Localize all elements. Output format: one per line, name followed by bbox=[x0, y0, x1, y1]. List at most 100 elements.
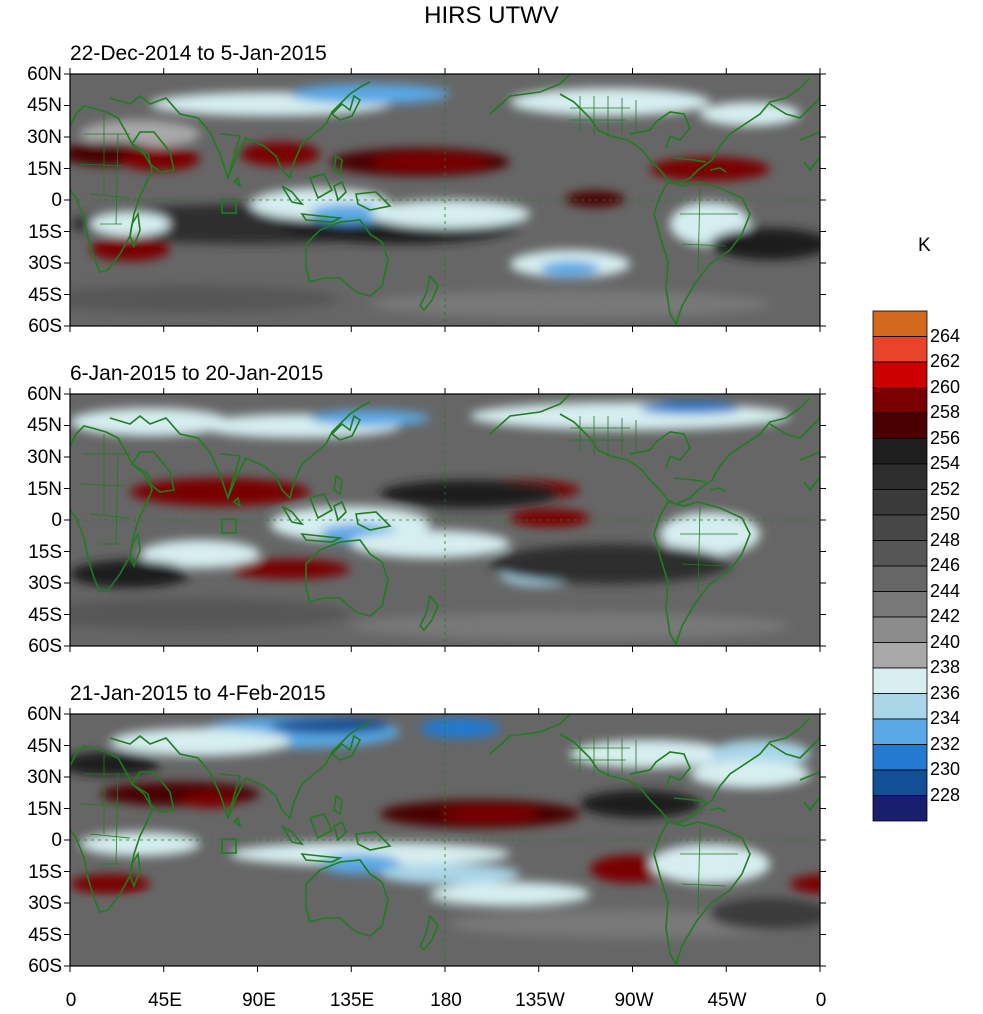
field-region bbox=[140, 540, 260, 568]
field-region bbox=[310, 204, 390, 224]
colorbar-label: 228 bbox=[930, 784, 961, 805]
colorbar-label: 256 bbox=[930, 427, 961, 448]
field-region bbox=[70, 752, 160, 776]
field-region bbox=[70, 285, 340, 313]
field-region bbox=[270, 718, 390, 734]
colorbar-label: 240 bbox=[930, 631, 961, 652]
lon-label: 0 bbox=[65, 990, 77, 1011]
map-panel-2 bbox=[64, 388, 826, 652]
colorbar-unit: K bbox=[918, 235, 931, 256]
colorbar-label: 242 bbox=[930, 606, 961, 626]
field-region bbox=[650, 157, 770, 181]
lat-label: 45S bbox=[28, 605, 62, 626]
field-region bbox=[570, 740, 730, 768]
lat-label: 60S bbox=[28, 956, 62, 977]
lon-label: 0 bbox=[815, 990, 827, 1011]
lon-label: 45W bbox=[707, 990, 747, 1011]
colorbar-swatch bbox=[872, 387, 928, 414]
colorbar-label: 246 bbox=[930, 555, 961, 575]
field-region bbox=[160, 485, 280, 503]
colorbar-label: 248 bbox=[930, 529, 961, 550]
field-region bbox=[690, 760, 810, 788]
lat-label: 45S bbox=[28, 285, 62, 306]
field-region bbox=[90, 212, 170, 236]
colorbar-label: 260 bbox=[930, 376, 961, 397]
field-region bbox=[70, 874, 150, 894]
lat-label: 15S bbox=[28, 862, 62, 883]
lat-label: 30N bbox=[27, 127, 62, 148]
field-region bbox=[110, 728, 290, 756]
colorbar-swatch bbox=[872, 438, 928, 465]
lat-label: 45S bbox=[28, 925, 62, 946]
colorbar-swatch bbox=[872, 565, 928, 592]
lon-label: 135W bbox=[515, 990, 565, 1011]
field-region bbox=[790, 874, 820, 894]
lat-label: 60S bbox=[28, 636, 62, 657]
field-region bbox=[710, 228, 820, 260]
lat-label: 15S bbox=[28, 542, 62, 563]
panel-3-title: 21-Jan-2015 to 4-Feb-2015 bbox=[70, 682, 326, 705]
field-region bbox=[370, 153, 490, 171]
lat-label: 30S bbox=[28, 893, 62, 914]
field-region bbox=[80, 120, 200, 148]
colorbar-label: 262 bbox=[930, 351, 961, 371]
field-region bbox=[230, 559, 350, 579]
field-region bbox=[80, 832, 200, 856]
map-panel-1 bbox=[64, 68, 826, 332]
colorbar-swatch bbox=[872, 693, 928, 720]
lon-label: 90E bbox=[242, 990, 276, 1011]
colorbar-swatch bbox=[872, 591, 928, 618]
colorbar-label: 236 bbox=[930, 682, 961, 703]
field-region bbox=[565, 191, 625, 207]
field-region bbox=[320, 854, 400, 874]
colorbar-swatch bbox=[872, 514, 928, 541]
field-region bbox=[590, 855, 670, 883]
lat-label: 60S bbox=[28, 316, 62, 337]
lat-label: 30N bbox=[27, 767, 62, 788]
field-region bbox=[380, 480, 560, 508]
lon-label: 135E bbox=[329, 990, 375, 1011]
lat-label: 30S bbox=[28, 253, 62, 274]
colorbar-swatch bbox=[872, 336, 928, 363]
field-region bbox=[310, 410, 430, 426]
lat-label: 15S bbox=[28, 222, 62, 243]
lon-label: 45E bbox=[148, 990, 182, 1011]
lat-label: 45N bbox=[27, 95, 62, 116]
colorbar-swatch bbox=[872, 667, 928, 694]
field-region bbox=[90, 237, 170, 261]
lat-label: 45N bbox=[27, 415, 62, 436]
field-region bbox=[430, 882, 590, 906]
field-region bbox=[350, 530, 510, 558]
colorbar-label: 258 bbox=[930, 402, 961, 422]
colorbar-swatch bbox=[872, 795, 928, 822]
lat-label: 15N bbox=[27, 479, 62, 500]
map-panel-3 bbox=[64, 708, 826, 972]
field-region bbox=[440, 806, 540, 822]
colorbar-swatch bbox=[872, 744, 928, 771]
colorbar-label: 252 bbox=[930, 478, 961, 499]
panel-2-title: 6-Jan-2015 to 20-Jan-2015 bbox=[70, 362, 324, 385]
field-region bbox=[580, 790, 700, 818]
colorbar-label: 264 bbox=[930, 325, 961, 346]
colorbar-swatch bbox=[872, 361, 928, 388]
lon-label: 90W bbox=[614, 990, 654, 1011]
colorbar-swatch bbox=[872, 310, 928, 337]
colorbar-label: 232 bbox=[930, 733, 961, 754]
lat-label: 60N bbox=[27, 64, 62, 85]
colorbar-swatch bbox=[872, 642, 928, 669]
lat-label: 30N bbox=[27, 447, 62, 468]
field-region bbox=[420, 718, 500, 738]
lat-label: 45N bbox=[27, 736, 62, 757]
colorbar-swatch bbox=[872, 718, 928, 745]
field-region bbox=[70, 560, 190, 588]
colorbar-swatch bbox=[872, 463, 928, 490]
colorbar-swatch bbox=[872, 616, 928, 643]
field-region bbox=[640, 402, 740, 414]
field-region bbox=[490, 544, 730, 584]
lat-label: 0 bbox=[51, 510, 62, 531]
colorbar-label: 230 bbox=[930, 759, 961, 779]
field-region bbox=[510, 509, 590, 527]
field-region bbox=[180, 792, 240, 808]
colorbar-label: 250 bbox=[930, 504, 961, 524]
